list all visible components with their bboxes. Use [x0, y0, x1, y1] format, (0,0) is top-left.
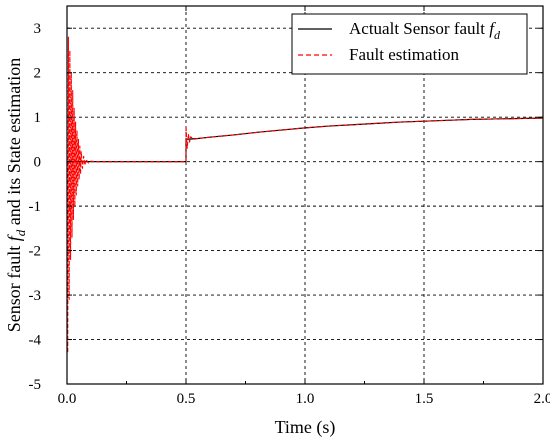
legend: Actualt Sensor fault fd Fault estimation [291, 13, 528, 75]
y-tick-label: -4 [29, 333, 42, 349]
legend-box [291, 13, 528, 75]
y-axis-title-suffix: and its State estimation [4, 58, 24, 230]
y-axis-title-prefix: Sensor fault [4, 241, 24, 332]
x-tick-label: 0.5 [177, 391, 196, 407]
x-axis-title: Time (s) [275, 417, 336, 438]
legend-label-actual-prefix: Actualt Sensor fault [349, 19, 489, 38]
y-axis-title: Sensor fault fd and its State estimation [4, 58, 28, 332]
y-ticks: -5 -4 -3 -2 -1 0 1 2 3 [29, 21, 543, 393]
y-axis-title-subscript: d [13, 229, 28, 236]
y-tick-label: 2 [34, 66, 42, 82]
y-tick-label: -3 [29, 288, 42, 304]
x-ticks: 0.0 0.5 1.0 1.5 2.0 [58, 6, 550, 407]
y-tick-label: -1 [29, 199, 42, 215]
x-tick-label: 0.0 [58, 391, 77, 407]
legend-label-actual-symbol: f [489, 19, 496, 38]
x-tick-label: 2.0 [534, 391, 550, 407]
legend-label-actual-subscript: d [494, 28, 501, 42]
legend-label-estimation: Fault estimation [349, 45, 460, 64]
series-layer [66, 36, 544, 354]
x-tick-label: 1.0 [296, 391, 315, 407]
y-tick-label: 1 [34, 110, 42, 126]
y-tick-label: -5 [29, 377, 42, 393]
y-axis-title-symbol: f [4, 233, 24, 241]
legend-label-actual: Actualt Sensor fault fd [349, 19, 501, 42]
x-tick-label: 1.5 [415, 391, 434, 407]
series-line-estimation [66, 36, 544, 354]
y-tick-label: -2 [29, 244, 42, 260]
y-tick-label: 3 [34, 21, 42, 37]
y-tick-label: 0 [34, 155, 42, 171]
